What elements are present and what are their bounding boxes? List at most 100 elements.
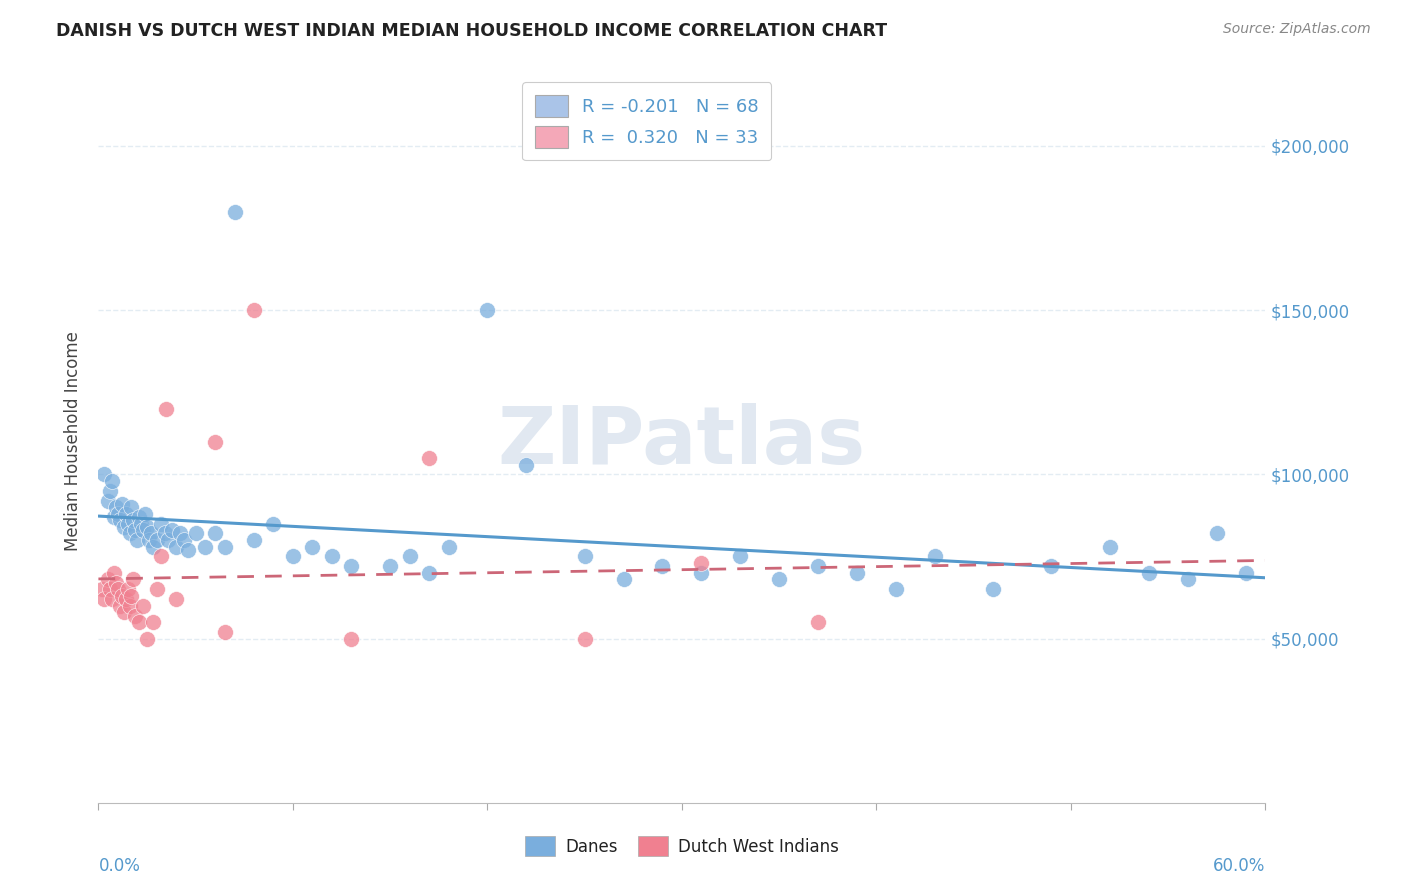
Point [169,526,191,541]
Point [108,513,131,527]
Point [122,513,145,527]
Point [340,559,363,574]
Point [165,592,187,607]
Point [418,450,440,465]
Point [1234,566,1257,580]
Point [690,566,713,580]
Point [162,523,184,537]
Point [112,605,135,619]
Point [477,303,499,318]
Point [224,204,246,219]
Point [807,559,830,574]
Point [107,507,129,521]
Point [243,303,266,318]
Point [122,573,145,587]
Point [177,542,200,557]
Point [103,566,125,580]
Point [121,589,143,603]
Point [118,526,141,541]
Point [132,599,155,613]
Point [262,516,284,531]
Point [924,549,946,564]
Point [138,533,160,547]
Point [981,582,1004,597]
Point [515,458,537,472]
Point [104,500,127,515]
Point [146,582,169,597]
Point [321,549,343,564]
Point [142,615,165,630]
Point [846,566,869,580]
Point [124,608,146,623]
Point [194,540,217,554]
Text: ZIPatlas: ZIPatlas [498,402,866,481]
Point [103,510,125,524]
Point [690,556,713,570]
Point [165,540,187,554]
Point [380,559,402,574]
Point [101,592,124,607]
Point [574,632,596,646]
Point [204,434,226,449]
Point [132,523,155,537]
Point [149,516,172,531]
Point [214,625,236,640]
Point [574,549,596,564]
Point [134,507,156,521]
Point [1098,540,1121,554]
Text: DANISH VS DUTCH WEST INDIAN MEDIAN HOUSEHOLD INCOME CORRELATION CHART: DANISH VS DUTCH WEST INDIAN MEDIAN HOUSE… [56,22,887,40]
Text: 0.0%: 0.0% [98,857,141,875]
Point [128,615,150,630]
Point [91,582,114,597]
Point [124,523,146,537]
Point [398,549,420,564]
Point [139,526,162,541]
Point [613,573,636,587]
Point [149,549,172,564]
Point [281,549,304,564]
Text: Source: ZipAtlas.com: Source: ZipAtlas.com [1223,22,1371,37]
Point [437,540,460,554]
Point [98,582,121,597]
Text: 60.0%: 60.0% [1213,857,1265,875]
Point [128,510,150,524]
Point [153,526,176,541]
Point [93,592,115,607]
Point [301,540,323,554]
Point [214,540,236,554]
Point [108,599,131,613]
Point [111,589,134,603]
Point [651,559,673,574]
Point [107,582,129,597]
Point [118,599,141,613]
Point [184,526,207,541]
Legend: Danes, Dutch West Indians: Danes, Dutch West Indians [519,830,845,863]
Point [1205,526,1227,541]
Point [142,540,165,554]
Point [117,582,139,597]
Point [117,516,139,531]
Point [129,516,152,531]
Point [173,533,195,547]
Point [98,483,121,498]
Point [146,533,169,547]
Point [97,493,120,508]
Point [112,520,135,534]
Point [101,474,124,488]
Point [884,582,907,597]
Point [243,533,266,547]
Point [127,533,149,547]
Point [136,520,159,534]
Point [418,566,440,580]
Point [114,592,136,607]
Point [340,632,363,646]
Point [93,467,115,482]
Point [157,533,180,547]
Point [111,497,134,511]
Point [204,526,226,541]
Point [1137,566,1160,580]
Point [1040,559,1063,574]
Y-axis label: Median Household Income: Median Household Income [65,332,83,551]
Point [114,507,136,521]
Point [136,632,159,646]
